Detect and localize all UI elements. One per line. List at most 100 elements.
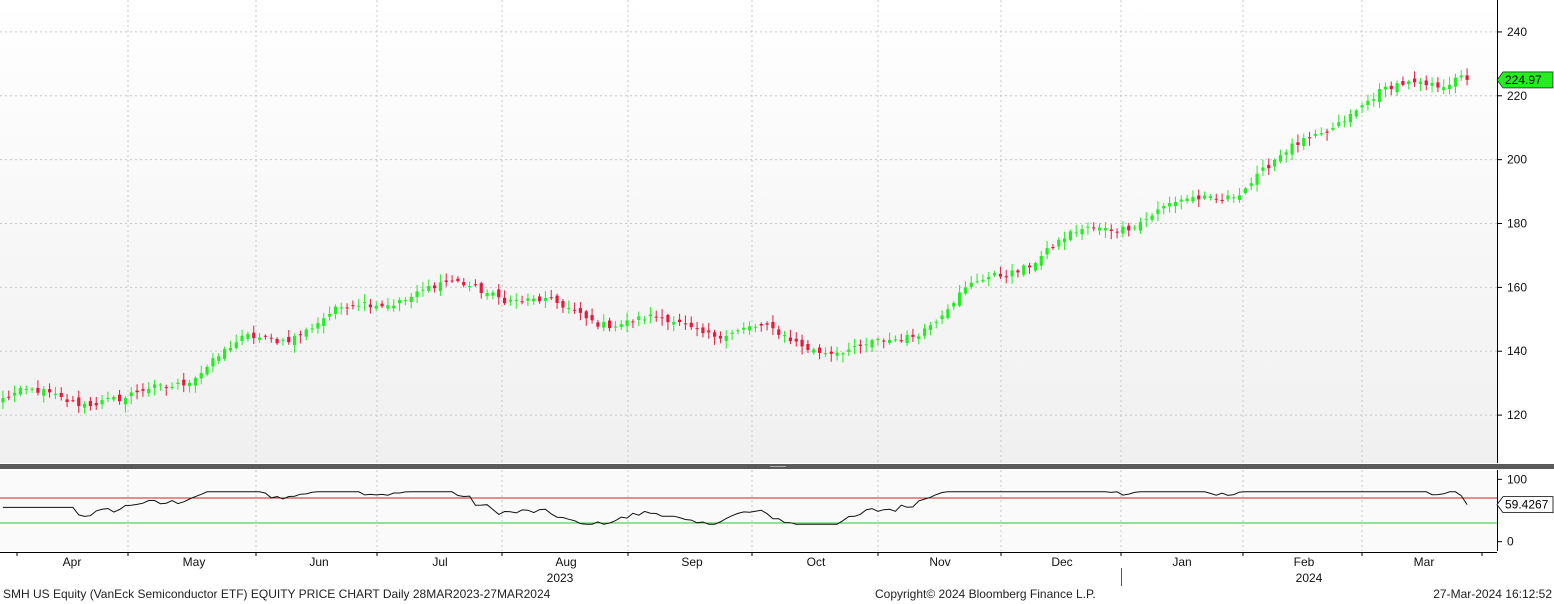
candle-body [724, 335, 728, 341]
candlestick [1412, 71, 1417, 88]
candle-body [777, 329, 781, 335]
candlestick [421, 282, 425, 297]
y-tick-label: 140 [1507, 344, 1527, 358]
candle-body [397, 300, 402, 304]
candlestick [1348, 109, 1353, 128]
candlestick [106, 391, 110, 403]
chart-description: SMH US Equity (VanEck Semiconductor ETF)… [3, 587, 551, 601]
candlestick [117, 389, 122, 405]
candlestick [1267, 158, 1271, 176]
candlestick [1342, 115, 1347, 128]
candle-body [345, 307, 349, 309]
x-month-label: Jan [1172, 555, 1191, 569]
candle-body [887, 339, 892, 343]
candlestick [1162, 203, 1166, 215]
candlestick [123, 396, 128, 413]
candlestick [847, 342, 851, 357]
candlestick [637, 311, 641, 327]
candle-body [1010, 270, 1014, 277]
candle-body [946, 309, 950, 319]
candlestick [852, 338, 857, 355]
candlestick [438, 274, 443, 296]
candle-body [257, 337, 262, 340]
candle-body [415, 291, 419, 298]
candlestick [1447, 76, 1452, 95]
candle-body [42, 389, 46, 396]
candlestick [1197, 189, 1201, 208]
candlestick [263, 334, 268, 340]
candle-body [1272, 159, 1277, 167]
candle-body [543, 298, 548, 301]
candlestick [981, 274, 985, 283]
candlestick [1074, 224, 1078, 238]
candle-body [18, 388, 23, 395]
candlestick [1086, 222, 1090, 235]
candle-body [992, 272, 997, 276]
candle-body [1074, 232, 1078, 234]
candlestick [1062, 231, 1067, 251]
candlestick [905, 330, 909, 347]
candle-body [1337, 122, 1341, 126]
candle-body [322, 318, 326, 326]
candle-body [473, 284, 478, 286]
candlestick [788, 329, 793, 345]
candlestick [444, 273, 448, 287]
candle-body [53, 393, 58, 395]
candlestick [1237, 187, 1242, 203]
candlestick [537, 293, 542, 304]
candlestick [1068, 229, 1073, 242]
candlestick [1220, 193, 1224, 204]
candlestick [829, 346, 833, 362]
candle-body [1057, 239, 1061, 247]
candle-body [712, 332, 717, 337]
candlestick [543, 291, 548, 309]
candle-body [584, 311, 588, 319]
candle-body [625, 320, 629, 326]
candlestick [642, 315, 647, 325]
candle-body [491, 292, 495, 296]
candlestick [934, 319, 938, 329]
candlestick [152, 379, 157, 396]
candlestick [82, 401, 87, 414]
candlestick [333, 304, 338, 320]
candlestick [1272, 158, 1277, 172]
candle-body [1226, 195, 1230, 200]
candle-body [1325, 131, 1329, 133]
candlestick [1167, 196, 1172, 213]
candle-body [112, 396, 116, 400]
candle-body [438, 282, 443, 292]
candlestick [1092, 222, 1096, 232]
candlestick [631, 319, 635, 329]
candlestick [1156, 201, 1160, 222]
candle-body [351, 305, 355, 307]
candlestick [841, 351, 845, 363]
candle-body [71, 400, 75, 402]
candle-body [537, 296, 542, 302]
candlestick [928, 321, 933, 336]
candlestick [555, 293, 559, 309]
x-month-label: Apr [63, 555, 82, 569]
candle-body [1115, 231, 1119, 233]
candle-body [736, 330, 740, 332]
candlestick [497, 284, 501, 305]
candlestick [1109, 224, 1113, 240]
candlestick [683, 315, 688, 330]
candlestick [1016, 268, 1020, 278]
candlestick [182, 372, 186, 393]
candlestick [1144, 211, 1148, 228]
candlestick [648, 306, 653, 324]
candle-body [47, 389, 52, 393]
candle-body [917, 336, 921, 339]
candle-body [1237, 195, 1242, 200]
candle-body [287, 336, 291, 343]
candle-body [963, 287, 968, 294]
candle-body [1430, 82, 1434, 86]
candlestick [71, 395, 75, 403]
candle-body [170, 386, 174, 389]
candle-body [357, 305, 361, 307]
candlestick [946, 304, 950, 320]
candle-body [497, 289, 501, 298]
candlestick [742, 322, 746, 334]
candle-body [281, 339, 285, 341]
candle-body [1121, 226, 1125, 234]
